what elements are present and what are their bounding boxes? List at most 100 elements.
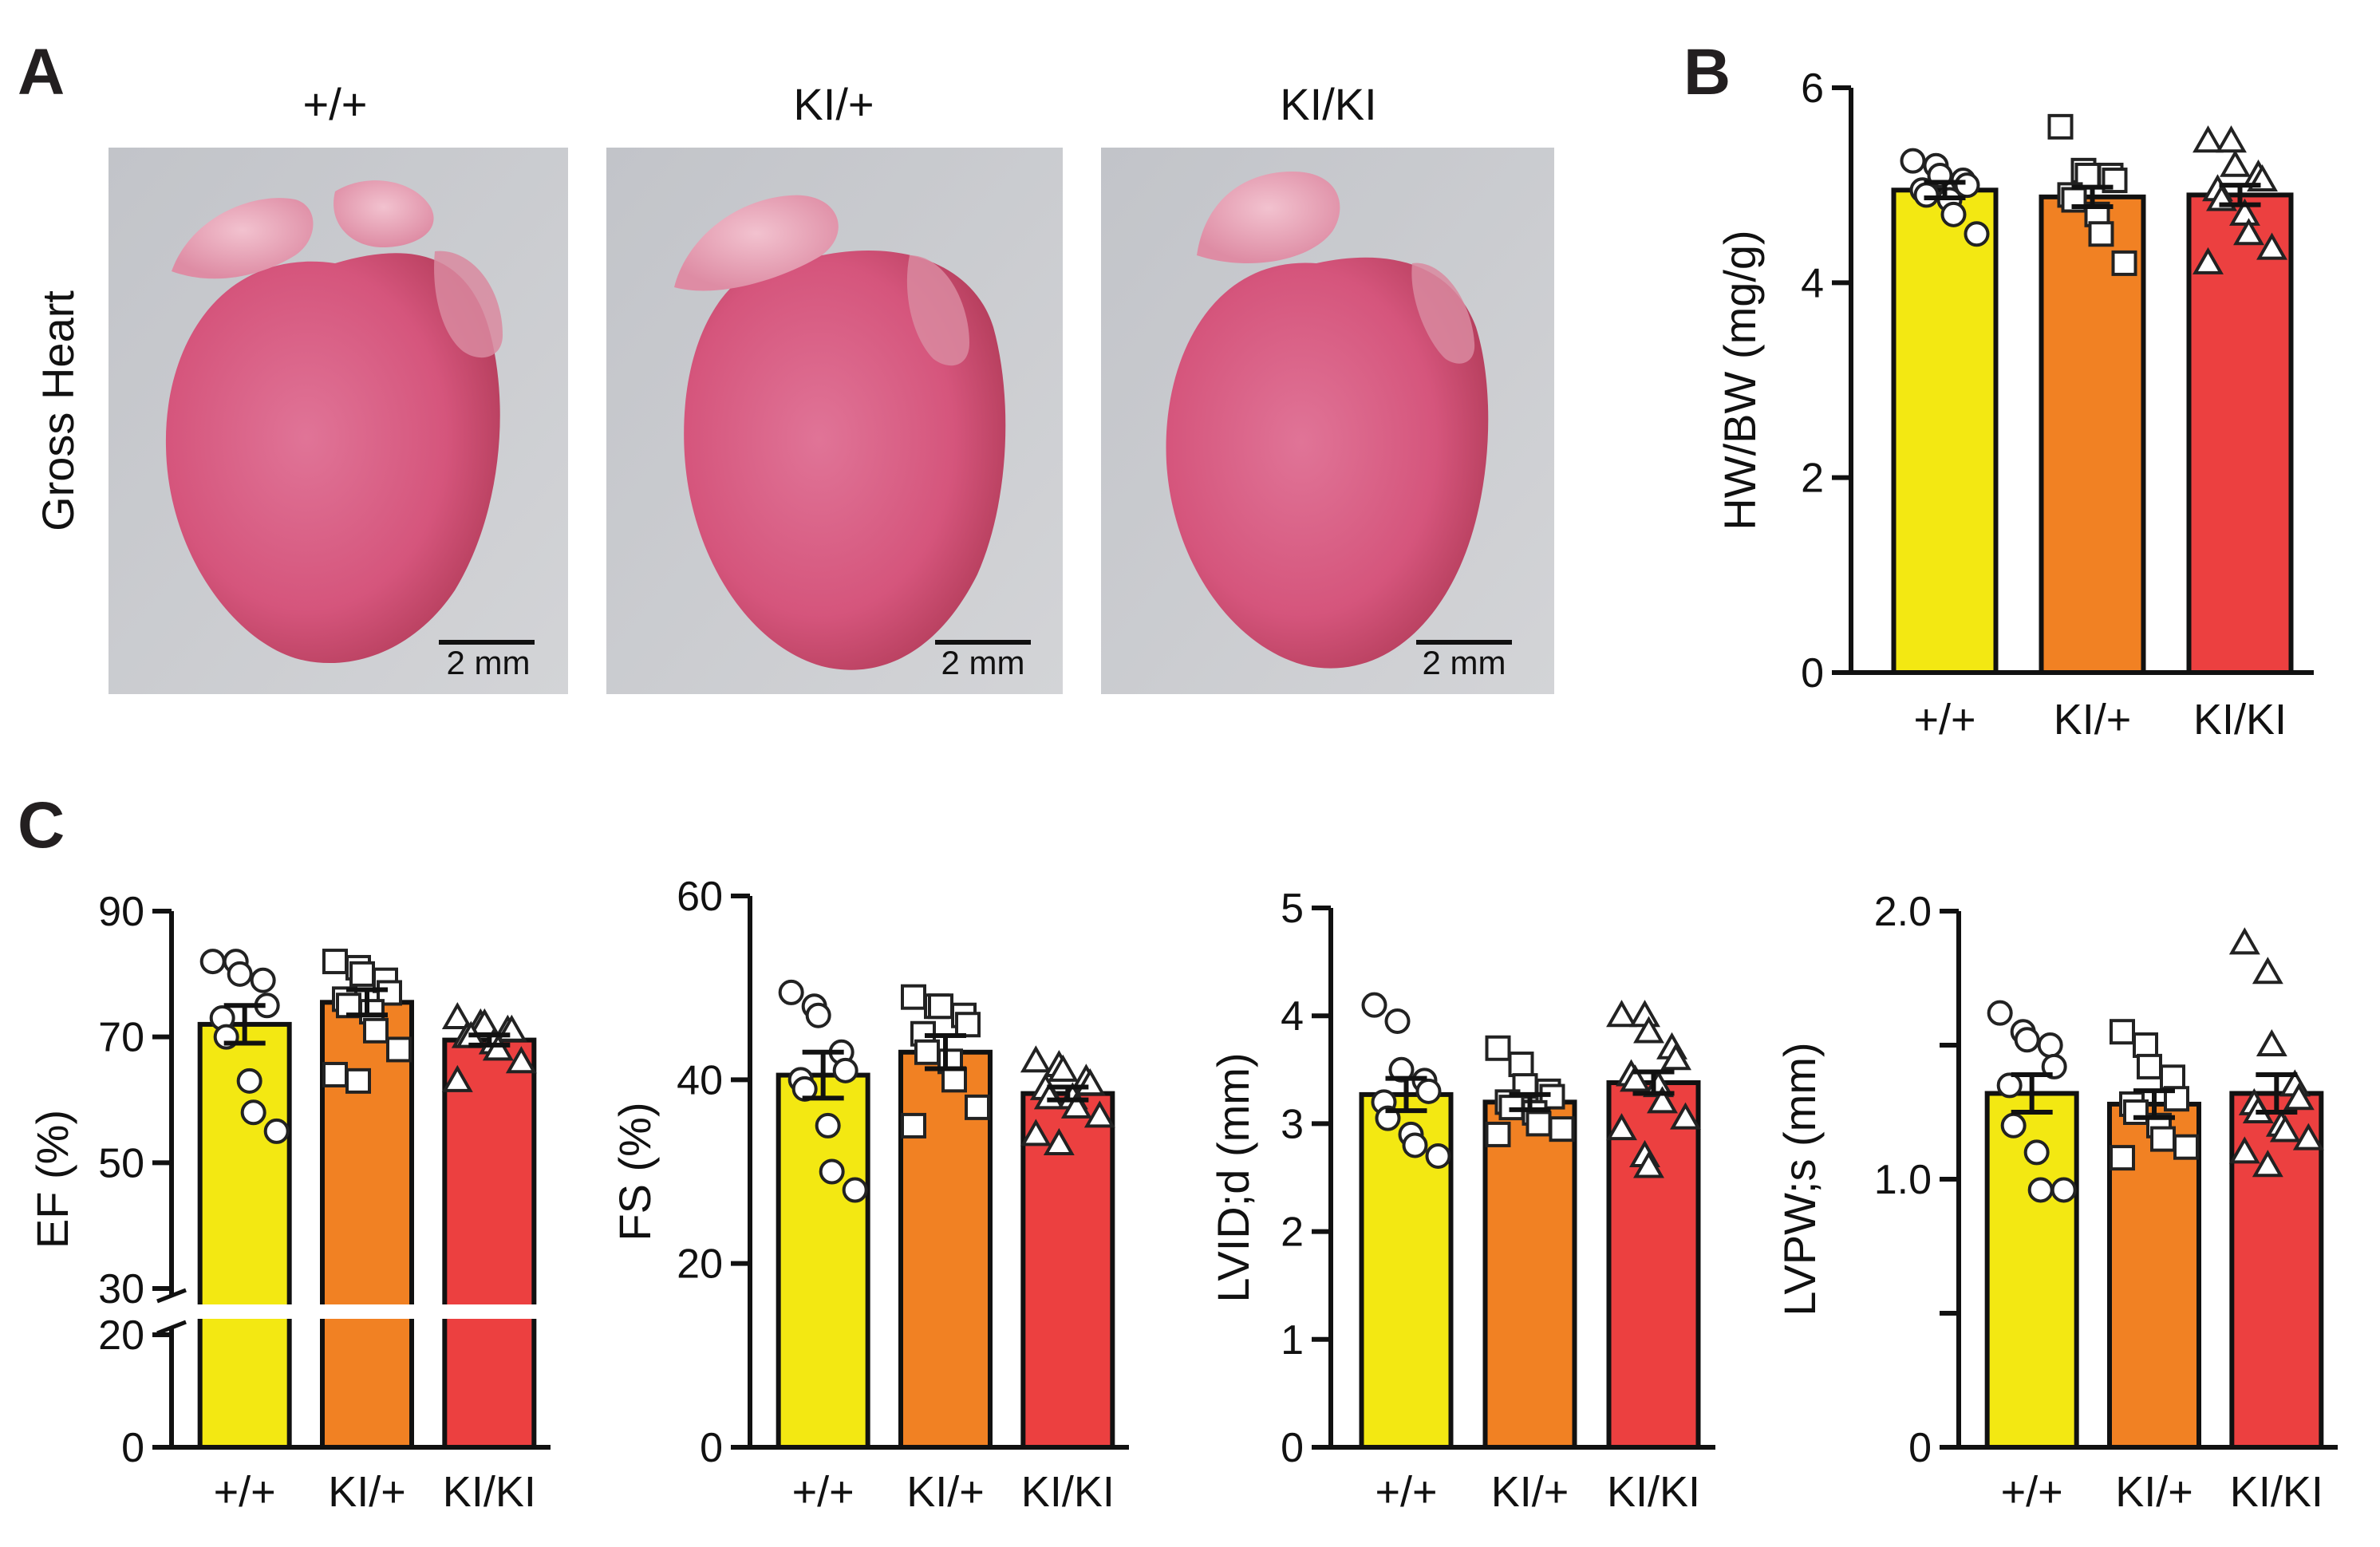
point-hwbw-2-2 bbox=[2220, 149, 2251, 177]
y-tick-label-lvidd-2: 2 bbox=[1281, 1210, 1304, 1256]
y-tick-label-lvidd-3: 3 bbox=[1281, 1101, 1304, 1147]
point-lvidd-2-10 bbox=[1606, 1113, 1637, 1141]
point-ef-1-8 bbox=[363, 1017, 389, 1044]
point-fs-0-4 bbox=[832, 1057, 858, 1083]
point-lvidd-0-1 bbox=[1384, 1008, 1411, 1034]
axis-break-mask-ef bbox=[156, 1304, 558, 1319]
point-fs-1-2 bbox=[928, 993, 953, 1020]
point-ef-1-11 bbox=[345, 1068, 371, 1094]
bar-lvidd-2 bbox=[1606, 1080, 1701, 1450]
y-tick-label-hwbw-3: 6 bbox=[1801, 65, 1824, 112]
y-tick-label-ef-4: 70 bbox=[98, 1015, 144, 1061]
point-ef-1-0 bbox=[322, 949, 348, 975]
point-lvpws-0-4 bbox=[2041, 1053, 2067, 1079]
y-tick-label-ef-0: 0 bbox=[121, 1425, 144, 1471]
point-lvpws-0-5 bbox=[1996, 1072, 2023, 1099]
y-tick-label-fs-3: 60 bbox=[677, 874, 723, 920]
bar-ef-2 bbox=[442, 1037, 537, 1450]
point-fs-0-8 bbox=[819, 1158, 845, 1185]
point-ef-0-0 bbox=[199, 949, 226, 975]
point-fs-2-9 bbox=[1083, 1100, 1115, 1128]
point-lvpws-2-0 bbox=[2228, 927, 2260, 955]
lvpws-chart: 0 1.0 2.0 +/+ KI/+ KI/KI LVPW;s (mm) bbox=[1774, 889, 2338, 1516]
point-lvidd-1-10 bbox=[1485, 1121, 1511, 1147]
point-lvpws-1-3 bbox=[2160, 1064, 2185, 1091]
point-lvidd-2-9 bbox=[1670, 1102, 1701, 1130]
point-lvpws-1-6 bbox=[2123, 1099, 2149, 1125]
point-lvpws-0-7 bbox=[2023, 1139, 2050, 1166]
y-tick-label-lvidd-1: 1 bbox=[1281, 1317, 1304, 1363]
point-lvpws-1-9 bbox=[2173, 1134, 2199, 1160]
y-tick-label-hwbw-1: 2 bbox=[1801, 456, 1824, 502]
x-category-label-lvpws-1: KI/+ bbox=[2115, 1468, 2193, 1516]
y-tick-label-ef-1: 20 bbox=[98, 1312, 144, 1359]
right-atrium-shape bbox=[334, 180, 434, 247]
point-lvidd-0-9 bbox=[1425, 1142, 1451, 1169]
point-ef-0-2 bbox=[227, 961, 253, 987]
scale-bar-label-het: 2 mm bbox=[941, 644, 1025, 681]
point-hwbw-2-10 bbox=[2193, 247, 2224, 274]
bar-hwbw-0 bbox=[1891, 187, 1999, 675]
point-lvpws-2-4 bbox=[2283, 1083, 2315, 1111]
y-tick-label-ef-2: 30 bbox=[98, 1266, 144, 1312]
point-fs-1-4 bbox=[955, 1012, 981, 1038]
break-mark-lower-ef bbox=[156, 1320, 187, 1336]
point-ef-0-7 bbox=[236, 1068, 262, 1094]
y-tick-label-lvidd-0: 0 bbox=[1281, 1425, 1304, 1471]
x-category-label-lvpws-2: KI/KI bbox=[2230, 1468, 2323, 1516]
lvidd-chart: 0 1 2 3 4 5 +/+ KI/+ KI/KI LVID;d (mm) bbox=[1208, 886, 1715, 1516]
point-lvpws-2-10 bbox=[2228, 1136, 2260, 1164]
point-hwbw-0-8 bbox=[1940, 201, 1967, 227]
point-lvidd-2-0 bbox=[1606, 1000, 1637, 1028]
point-lvidd-0-4 bbox=[1415, 1078, 1442, 1104]
point-hwbw-2-8 bbox=[2233, 218, 2264, 246]
point-lvpws-0-3 bbox=[2037, 1032, 2063, 1058]
point-lvpws-2-2 bbox=[2256, 1028, 2287, 1056]
point-ef-2-10 bbox=[441, 1064, 473, 1092]
point-ef-2-0 bbox=[441, 1001, 473, 1030]
point-hwbw-2-9 bbox=[2256, 232, 2287, 260]
panel-letter-a: A bbox=[18, 36, 65, 109]
heart-ventricle-shape bbox=[1166, 257, 1489, 669]
point-ef-2-8 bbox=[482, 1033, 514, 1061]
point-hwbw-2-0 bbox=[2193, 125, 2224, 153]
point-fs-1-6 bbox=[914, 1039, 940, 1065]
point-ef-1-2 bbox=[349, 961, 375, 987]
point-lvpws-2-11 bbox=[2252, 1150, 2283, 1178]
point-lvpws-0-2 bbox=[2014, 1027, 2040, 1053]
bar-ef-0 bbox=[197, 1021, 292, 1450]
point-lvpws-1-10 bbox=[2110, 1145, 2135, 1171]
point-hwbw-1-8 bbox=[2088, 221, 2114, 247]
point-lvidd-1-1 bbox=[1508, 1052, 1534, 1078]
point-lvpws-1-8 bbox=[2150, 1126, 2176, 1152]
y-tick-label-lvidd-5: 5 bbox=[1281, 886, 1304, 932]
point-ef-2-9 bbox=[505, 1046, 537, 1074]
fs-chart: 0 20 40 60 +/+ KI/+ KI/KI FS (%) bbox=[610, 874, 1129, 1516]
point-lvidd-2-2 bbox=[1633, 1016, 1664, 1044]
genotype-label-hom: KI/KI bbox=[1280, 79, 1376, 129]
point-lvpws-2-1 bbox=[2252, 957, 2283, 985]
y-tick-label-lvpws-0: 0 bbox=[1908, 1425, 1932, 1471]
point-ef-0-8 bbox=[240, 1099, 266, 1126]
panel-letter-b: B bbox=[1683, 36, 1731, 109]
x-category-label-hwbw-1: KI/+ bbox=[2054, 696, 2132, 744]
point-lvidd-1-9 bbox=[1549, 1116, 1575, 1142]
point-lvpws-0-0 bbox=[1987, 1000, 2013, 1026]
point-fs-1-9 bbox=[965, 1094, 990, 1120]
point-fs-0-9 bbox=[842, 1177, 868, 1203]
scale-bar-label-wt: 2 mm bbox=[447, 644, 531, 681]
point-fs-0-2 bbox=[805, 1002, 831, 1028]
point-hwbw-0-6 bbox=[1913, 182, 1940, 208]
x-category-label-lvidd-2: KI/KI bbox=[1607, 1468, 1700, 1516]
y-axis-title-hwbw: HW/BW (mg/g) bbox=[1715, 230, 1765, 530]
gross-heart-label: Gross Heart bbox=[33, 290, 83, 531]
point-hwbw-0-4 bbox=[1954, 172, 1980, 199]
point-hwbw-2-7 bbox=[2229, 198, 2260, 226]
point-lvidd-2-8 bbox=[1647, 1086, 1678, 1114]
point-hwbw-2-1 bbox=[2216, 125, 2247, 153]
point-fs-1-10 bbox=[901, 1112, 926, 1139]
left-atrium-shape bbox=[1197, 172, 1340, 263]
y-tick-label-hwbw-0: 0 bbox=[1801, 650, 1824, 697]
point-hwbw-1-4 bbox=[2102, 168, 2128, 194]
